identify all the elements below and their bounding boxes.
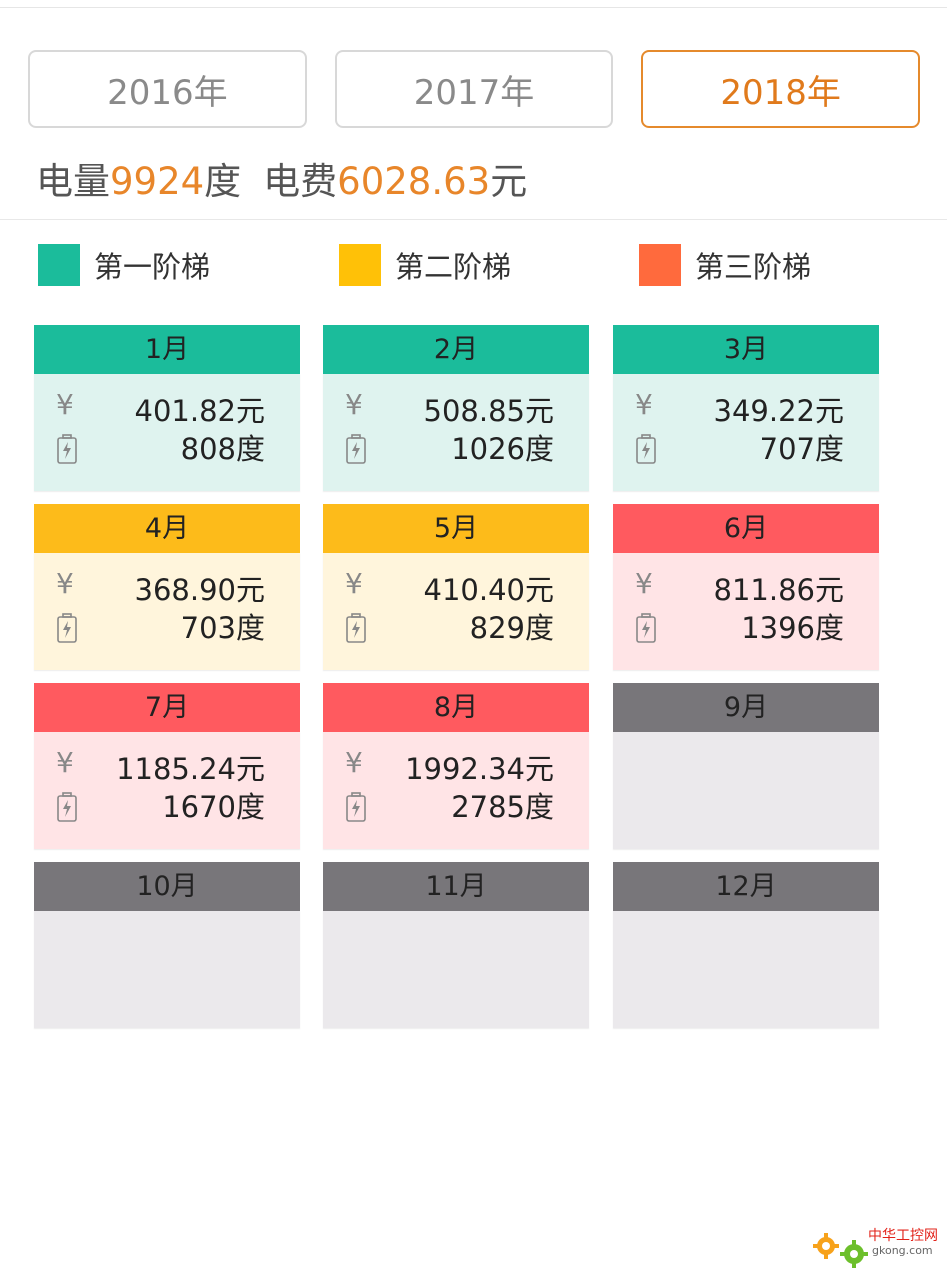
month-card[interactable]: 7月 ¥1185.24元 1670度 (34, 683, 300, 849)
month-label: 12月 (613, 862, 879, 911)
month-body: ¥410.40元 829度 (323, 553, 589, 670)
month-cost: 401.82元 (134, 394, 265, 428)
legend-swatch-tier2 (339, 244, 381, 286)
month-card[interactable]: 4月 ¥368.90元 703度 (34, 504, 300, 670)
legend-label-tier2: 第二阶梯 (395, 250, 512, 284)
year-tabs: 2016年 2017年 2018年 (28, 50, 921, 128)
fee-unit: 元 (490, 160, 528, 203)
month-label: 2月 (323, 325, 589, 374)
yen-icon: ¥ (345, 388, 363, 421)
month-cost: 1992.34元 (405, 752, 554, 786)
yen-icon: ¥ (635, 388, 653, 421)
month-card[interactable]: 8月 ¥1992.34元 2785度 (323, 683, 589, 849)
month-kwh: 808度 (180, 432, 265, 466)
month-label: 8月 (323, 683, 589, 732)
battery-icon (635, 613, 657, 643)
kwh-total: 9924 (110, 160, 205, 203)
month-body: ¥811.86元 1396度 (613, 553, 879, 670)
fee-label: 电费 (263, 160, 338, 203)
month-cost: 508.85元 (423, 394, 554, 428)
month-kwh: 1396度 (741, 611, 844, 645)
month-body: ¥508.85元 1026度 (323, 374, 589, 491)
summary-divider (0, 219, 947, 220)
month-body (613, 732, 879, 849)
tab-2016[interactable]: 2016年 (28, 50, 307, 128)
legend-swatch-tier3 (639, 244, 681, 286)
month-card[interactable]: 6月 ¥811.86元 1396度 (613, 504, 879, 670)
month-card[interactable]: 10月 (34, 862, 300, 1028)
month-label: 4月 (34, 504, 300, 553)
month-label: 1月 (34, 325, 300, 374)
month-kwh: 1026度 (451, 432, 554, 466)
month-label: 6月 (613, 504, 879, 553)
battery-icon (345, 792, 367, 822)
month-label: 11月 (323, 862, 589, 911)
month-label: 9月 (613, 683, 879, 732)
month-cost: 811.86元 (713, 573, 844, 607)
month-kwh: 2785度 (451, 790, 554, 824)
month-card[interactable]: 11月 (323, 862, 589, 1028)
month-body: ¥349.22元 707度 (613, 374, 879, 491)
top-divider (0, 7, 947, 8)
month-label: 5月 (323, 504, 589, 553)
watermark-sub: gkong.com (872, 1244, 933, 1257)
kwh-unit: 度 (204, 160, 242, 203)
tab-2017[interactable]: 2017年 (334, 50, 614, 128)
month-cost: 410.40元 (423, 573, 554, 607)
month-card[interactable]: 3月 ¥349.22元 707度 (613, 325, 879, 491)
battery-icon (345, 434, 367, 464)
yen-icon: ¥ (56, 388, 74, 421)
tier-legend: 第一阶梯 第二阶梯 第三阶梯 (38, 244, 918, 286)
month-label: 3月 (613, 325, 879, 374)
month-body: ¥368.90元 703度 (34, 553, 300, 670)
kwh-label: 电量 (36, 160, 110, 203)
month-cost: 368.90元 (134, 573, 265, 607)
month-kwh: 703度 (180, 611, 265, 645)
month-body (323, 911, 589, 1028)
month-body: ¥1185.24元 1670度 (34, 732, 300, 849)
watermark-logo: 中华工控网 gkong.com (813, 1228, 938, 1268)
legend-tier2: 第二阶梯 (339, 244, 511, 286)
tab-2018[interactable]: 2018年 (641, 50, 921, 128)
battery-icon (56, 792, 78, 822)
month-card[interactable]: 2月 ¥508.85元 1026度 (323, 325, 589, 491)
month-kwh: 829度 (469, 611, 554, 645)
month-kwh: 707度 (759, 432, 844, 466)
usage-summary: 电量9924度 电费6028.63元 (36, 154, 527, 210)
month-body (34, 911, 300, 1028)
legend-label-tier1: 第一阶梯 (94, 250, 211, 284)
month-cost: 349.22元 (713, 394, 844, 428)
legend-tier3: 第三阶梯 (639, 244, 811, 286)
month-card[interactable]: 12月 (613, 862, 879, 1028)
month-body: ¥1992.34元 2785度 (323, 732, 589, 849)
legend-swatch-tier1 (38, 244, 80, 286)
yen-icon: ¥ (345, 746, 363, 779)
battery-icon (56, 613, 78, 643)
battery-icon (56, 434, 78, 464)
battery-icon (345, 613, 367, 643)
legend-label-tier3: 第三阶梯 (695, 250, 812, 284)
month-label: 10月 (34, 862, 300, 911)
fee-total: 6028.63 (337, 160, 491, 203)
watermark-text: 中华工控网 (868, 1228, 938, 1244)
month-card[interactable]: 1月 ¥401.82元 808度 (34, 325, 300, 491)
month-body (613, 911, 879, 1028)
month-kwh: 1670度 (162, 790, 265, 824)
month-body: ¥401.82元 808度 (34, 374, 300, 491)
legend-tier1: 第一阶梯 (38, 244, 210, 286)
battery-icon (635, 434, 657, 464)
month-card[interactable]: 5月 ¥410.40元 829度 (323, 504, 589, 670)
yen-icon: ¥ (345, 567, 363, 600)
yen-icon: ¥ (635, 567, 653, 600)
month-cost: 1185.24元 (116, 752, 265, 786)
yen-icon: ¥ (56, 746, 74, 779)
month-label: 7月 (34, 683, 300, 732)
month-card[interactable]: 9月 (613, 683, 879, 849)
yen-icon: ¥ (56, 567, 74, 600)
